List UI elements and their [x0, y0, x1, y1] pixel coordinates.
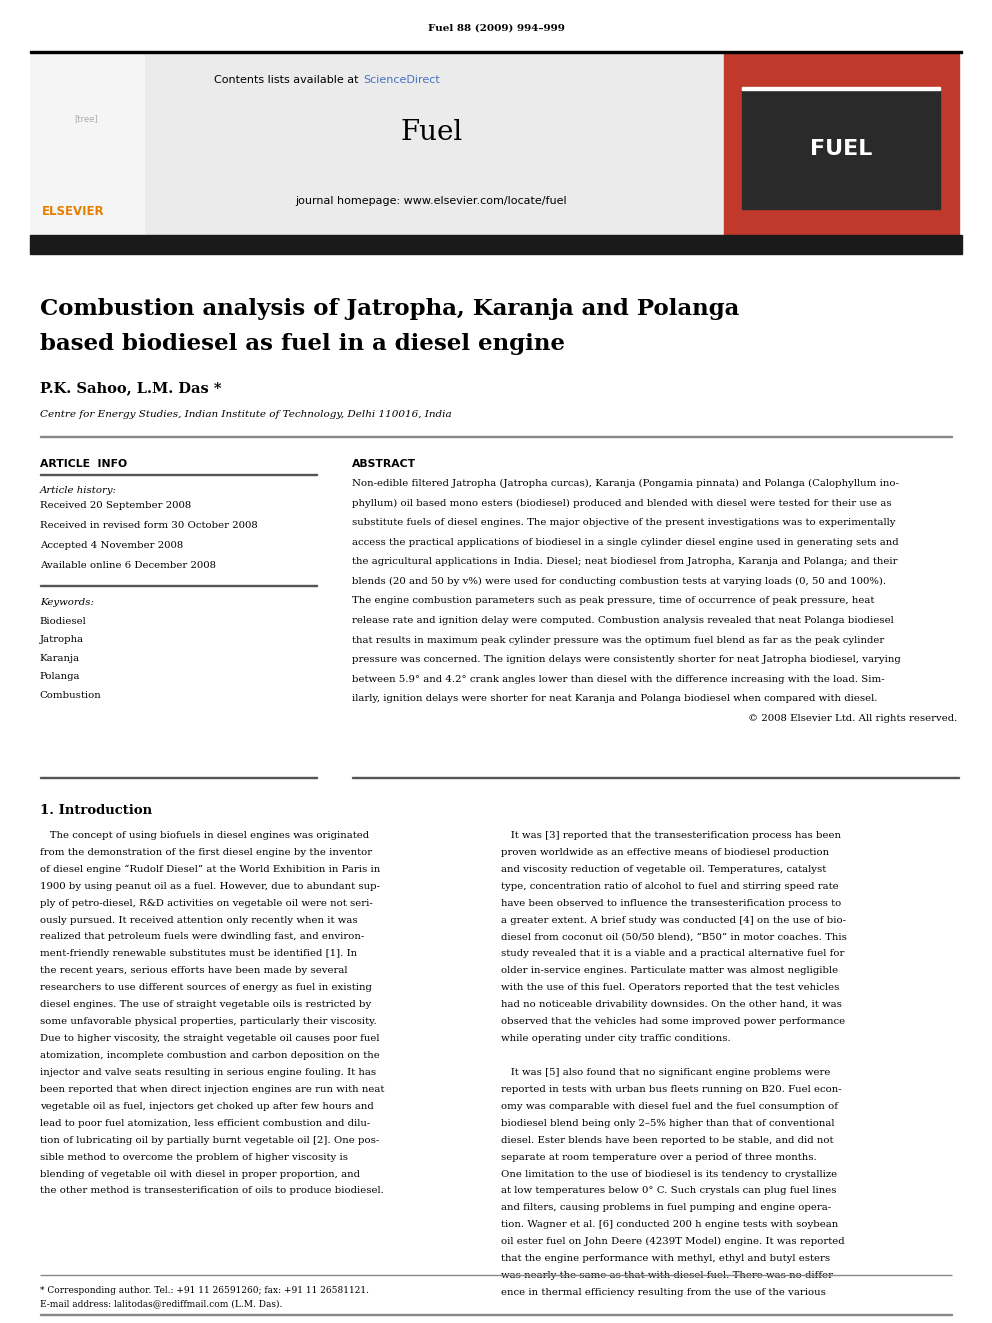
Text: Accepted 4 November 2008: Accepted 4 November 2008	[40, 541, 183, 550]
Text: Karanja: Karanja	[40, 654, 79, 663]
Bar	[742, 90, 940, 209]
Text: ously pursued. It received attention only recently when it was: ously pursued. It received attention onl…	[40, 916, 357, 925]
Text: was nearly the same as that with diesel fuel. There was no differ-: was nearly the same as that with diesel …	[501, 1271, 836, 1281]
Text: and viscosity reduction of vegetable oil. Temperatures, catalyst: and viscosity reduction of vegetable oil…	[501, 865, 826, 873]
Text: journal homepage: www.elsevier.com/locate/fuel: journal homepage: www.elsevier.com/locat…	[296, 196, 567, 206]
Text: been reported that when direct injection engines are run with neat: been reported that when direct injection…	[40, 1085, 384, 1094]
Bar	[30, 50, 962, 53]
Text: diesel engines. The use of straight vegetable oils is restricted by: diesel engines. The use of straight vege…	[40, 1000, 371, 1009]
Text: at low temperatures below 0° C. Such crystals can plug fuel lines: at low temperatures below 0° C. Such cry…	[501, 1187, 836, 1196]
Text: ment-friendly renewable substitutes must be identified [1]. In: ment-friendly renewable substitutes must…	[40, 950, 357, 958]
Text: have been observed to influence the transesterification process to: have been observed to influence the tran…	[501, 898, 841, 908]
Text: vegetable oil as fuel, injectors get choked up after few hours and: vegetable oil as fuel, injectors get cho…	[40, 1102, 373, 1111]
Text: lead to poor fuel atomization, less efficient combustion and dilu-: lead to poor fuel atomization, less effi…	[40, 1119, 370, 1127]
Text: blending of vegetable oil with diesel in proper proportion, and: blending of vegetable oil with diesel in…	[40, 1170, 360, 1179]
Text: while operating under city traffic conditions.: while operating under city traffic condi…	[501, 1035, 731, 1043]
Text: Jatropha: Jatropha	[40, 635, 83, 644]
Text: of diesel engine “Rudolf Diesel” at the World Exhibition in Paris in: of diesel engine “Rudolf Diesel” at the …	[40, 865, 380, 875]
Text: * Corresponding author. Tel.: +91 11 26591260; fax: +91 11 26581121.: * Corresponding author. Tel.: +91 11 265…	[40, 1286, 369, 1295]
Text: oil ester fuel on John Deere (4239T Model) engine. It was reported: oil ester fuel on John Deere (4239T Mode…	[501, 1237, 844, 1246]
Text: substitute fuels of diesel engines. The major objective of the present investiga: substitute fuels of diesel engines. The …	[352, 519, 896, 527]
Text: Keywords:: Keywords:	[40, 598, 93, 607]
Text: tion of lubricating oil by partially burnt vegetable oil [2]. One pos-: tion of lubricating oil by partially bur…	[40, 1135, 379, 1144]
Text: Centre for Energy Studies, Indian Institute of Technology, Delhi 110016, India: Centre for Energy Studies, Indian Instit…	[40, 410, 451, 419]
Text: ScienceDirect: ScienceDirect	[363, 75, 439, 86]
Text: the recent years, serious efforts have been made by several: the recent years, serious efforts have b…	[40, 966, 347, 975]
Text: One limitation to the use of biodiesel is its tendency to crystallize: One limitation to the use of biodiesel i…	[501, 1170, 837, 1179]
Text: reported in tests with urban bus fleets running on B20. Fuel econ-: reported in tests with urban bus fleets …	[501, 1085, 841, 1094]
Text: that the engine performance with methyl, ethyl and butyl esters: that the engine performance with methyl,…	[501, 1254, 830, 1263]
Text: Combustion: Combustion	[40, 691, 101, 700]
Text: access the practical applications of biodiesel in a single cylinder diesel engin: access the practical applications of bio…	[352, 537, 899, 546]
Text: Received 20 September 2008: Received 20 September 2008	[40, 501, 190, 511]
Text: FUEL: FUEL	[810, 139, 872, 160]
Text: a greater extent. A brief study was conducted [4] on the use of bio-: a greater extent. A brief study was cond…	[501, 916, 846, 925]
Text: study revealed that it is a viable and a practical alternative fuel for: study revealed that it is a viable and a…	[501, 950, 844, 958]
Text: injector and valve seats resulting in serious engine fouling. It has: injector and valve seats resulting in se…	[40, 1068, 376, 1077]
Text: between 5.9° and 4.2° crank angles lower than diesel with the difference increas: between 5.9° and 4.2° crank angles lower…	[352, 675, 885, 684]
Text: Contents lists available at: Contents lists available at	[214, 75, 362, 86]
Text: pressure was concerned. The ignition delays were consistently shorter for neat J: pressure was concerned. The ignition del…	[352, 655, 901, 664]
Bar	[30, 54, 144, 235]
Text: separate at room temperature over a period of three months.: separate at room temperature over a peri…	[501, 1152, 816, 1162]
Text: Fuel 88 (2009) 994–999: Fuel 88 (2009) 994–999	[428, 24, 564, 33]
Text: © 2008 Elsevier Ltd. All rights reserved.: © 2008 Elsevier Ltd. All rights reserved…	[748, 714, 957, 722]
Text: Due to higher viscosity, the straight vegetable oil causes poor fuel: Due to higher viscosity, the straight ve…	[40, 1035, 379, 1043]
Text: ELSEVIER: ELSEVIER	[42, 205, 104, 218]
Text: realized that petroleum fuels were dwindling fast, and environ-: realized that petroleum fuels were dwind…	[40, 933, 364, 942]
Text: that results in maximum peak cylinder pressure was the optimum fuel blend as far: that results in maximum peak cylinder pr…	[352, 635, 885, 644]
Text: diesel. Ester blends have been reported to be stable, and did not: diesel. Ester blends have been reported …	[501, 1135, 833, 1144]
Text: Non-edible filtered Jatropha (Jatropha curcas), Karanja (Pongamia pinnata) and P: Non-edible filtered Jatropha (Jatropha c…	[352, 479, 899, 488]
Bar	[724, 54, 959, 235]
Text: The engine combustion parameters such as peak pressure, time of occurrence of pe: The engine combustion parameters such as…	[352, 597, 875, 606]
Bar	[144, 54, 724, 235]
Text: 1. Introduction: 1. Introduction	[40, 804, 152, 818]
Text: Biodiesel: Biodiesel	[40, 617, 86, 626]
Text: It was [5] also found that no significant engine problems were: It was [5] also found that no significan…	[501, 1068, 830, 1077]
Text: diesel from coconut oil (50/50 blend), “B50” in motor coaches. This: diesel from coconut oil (50/50 blend), “…	[501, 933, 847, 942]
Text: tion. Wagner et al. [6] conducted 200 h engine tests with soybean: tion. Wagner et al. [6] conducted 200 h …	[501, 1220, 838, 1229]
Text: ABSTRACT: ABSTRACT	[352, 459, 417, 470]
Bar	[30, 235, 962, 254]
Text: with the use of this fuel. Operators reported that the test vehicles: with the use of this fuel. Operators rep…	[501, 983, 839, 992]
Text: P.K. Sahoo, L.M. Das *: P.K. Sahoo, L.M. Das *	[40, 381, 221, 396]
Bar	[742, 87, 940, 90]
Text: proven worldwide as an effective means of biodiesel production: proven worldwide as an effective means o…	[501, 848, 829, 857]
Text: Combustion analysis of Jatropha, Karanja and Polanga: Combustion analysis of Jatropha, Karanja…	[40, 298, 739, 320]
Text: E-mail address: lalitodas@rediffmail.com (L.M. Das).: E-mail address: lalitodas@rediffmail.com…	[40, 1299, 282, 1308]
Text: blends (20 and 50 by v%) were used for conducting combustion tests at varying lo: blends (20 and 50 by v%) were used for c…	[352, 577, 886, 586]
Text: sible method to overcome the problem of higher viscosity is: sible method to overcome the problem of …	[40, 1152, 347, 1162]
Text: Fuel: Fuel	[401, 119, 462, 146]
Text: type, concentration ratio of alcohol to fuel and stirring speed rate: type, concentration ratio of alcohol to …	[501, 881, 838, 890]
Text: Received in revised form 30 October 2008: Received in revised form 30 October 2008	[40, 521, 258, 531]
Text: older in-service engines. Particulate matter was almost negligible: older in-service engines. Particulate ma…	[501, 966, 838, 975]
Text: observed that the vehicles had some improved power performance: observed that the vehicles had some impr…	[501, 1017, 845, 1027]
Text: The concept of using biofuels in diesel engines was originated: The concept of using biofuels in diesel …	[40, 831, 369, 840]
Text: the other method is transesterification of oils to produce biodiesel.: the other method is transesterification …	[40, 1187, 384, 1196]
Text: the agricultural applications in India. Diesel; neat biodiesel from Jatropha, Ka: the agricultural applications in India. …	[352, 557, 898, 566]
Text: had no noticeable drivability downsides. On the other hand, it was: had no noticeable drivability downsides.…	[501, 1000, 842, 1009]
Text: omy was comparable with diesel fuel and the fuel consumption of: omy was comparable with diesel fuel and …	[501, 1102, 838, 1111]
Text: some unfavorable physical properties, particularly their viscosity.: some unfavorable physical properties, pa…	[40, 1017, 376, 1027]
Text: biodiesel blend being only 2–5% higher than that of conventional: biodiesel blend being only 2–5% higher t…	[501, 1119, 834, 1127]
Text: ilarly, ignition delays were shorter for neat Karanja and Polanga biodiesel when: ilarly, ignition delays were shorter for…	[352, 695, 878, 704]
Text: Article history:: Article history:	[40, 486, 117, 495]
Text: Polanga: Polanga	[40, 672, 80, 681]
Text: release rate and ignition delay were computed. Combustion analysis revealed that: release rate and ignition delay were com…	[352, 617, 894, 624]
Text: ence in thermal efficiency resulting from the use of the various: ence in thermal efficiency resulting fro…	[501, 1289, 825, 1297]
Text: [tree]: [tree]	[74, 115, 98, 123]
Text: Available online 6 December 2008: Available online 6 December 2008	[40, 561, 215, 570]
Text: and filters, causing problems in fuel pumping and engine opera-: and filters, causing problems in fuel pu…	[501, 1204, 831, 1212]
Text: based biodiesel as fuel in a diesel engine: based biodiesel as fuel in a diesel engi…	[40, 333, 564, 356]
Text: ply of petro-diesel, R&D activities on vegetable oil were not seri-: ply of petro-diesel, R&D activities on v…	[40, 898, 372, 908]
Text: phyllum) oil based mono esters (biodiesel) produced and blended with diesel were: phyllum) oil based mono esters (biodiese…	[352, 499, 892, 508]
Text: 1900 by using peanut oil as a fuel. However, due to abundant sup-: 1900 by using peanut oil as a fuel. Howe…	[40, 881, 380, 890]
Text: researchers to use different sources of energy as fuel in existing: researchers to use different sources of …	[40, 983, 372, 992]
Text: It was [3] reported that the transesterification process has been: It was [3] reported that the transesteri…	[501, 831, 841, 840]
Text: from the demonstration of the first diesel engine by the inventor: from the demonstration of the first dies…	[40, 848, 372, 857]
Text: ARTICLE  INFO: ARTICLE INFO	[40, 459, 127, 470]
Text: atomization, incomplete combustion and carbon deposition on the: atomization, incomplete combustion and c…	[40, 1050, 379, 1060]
